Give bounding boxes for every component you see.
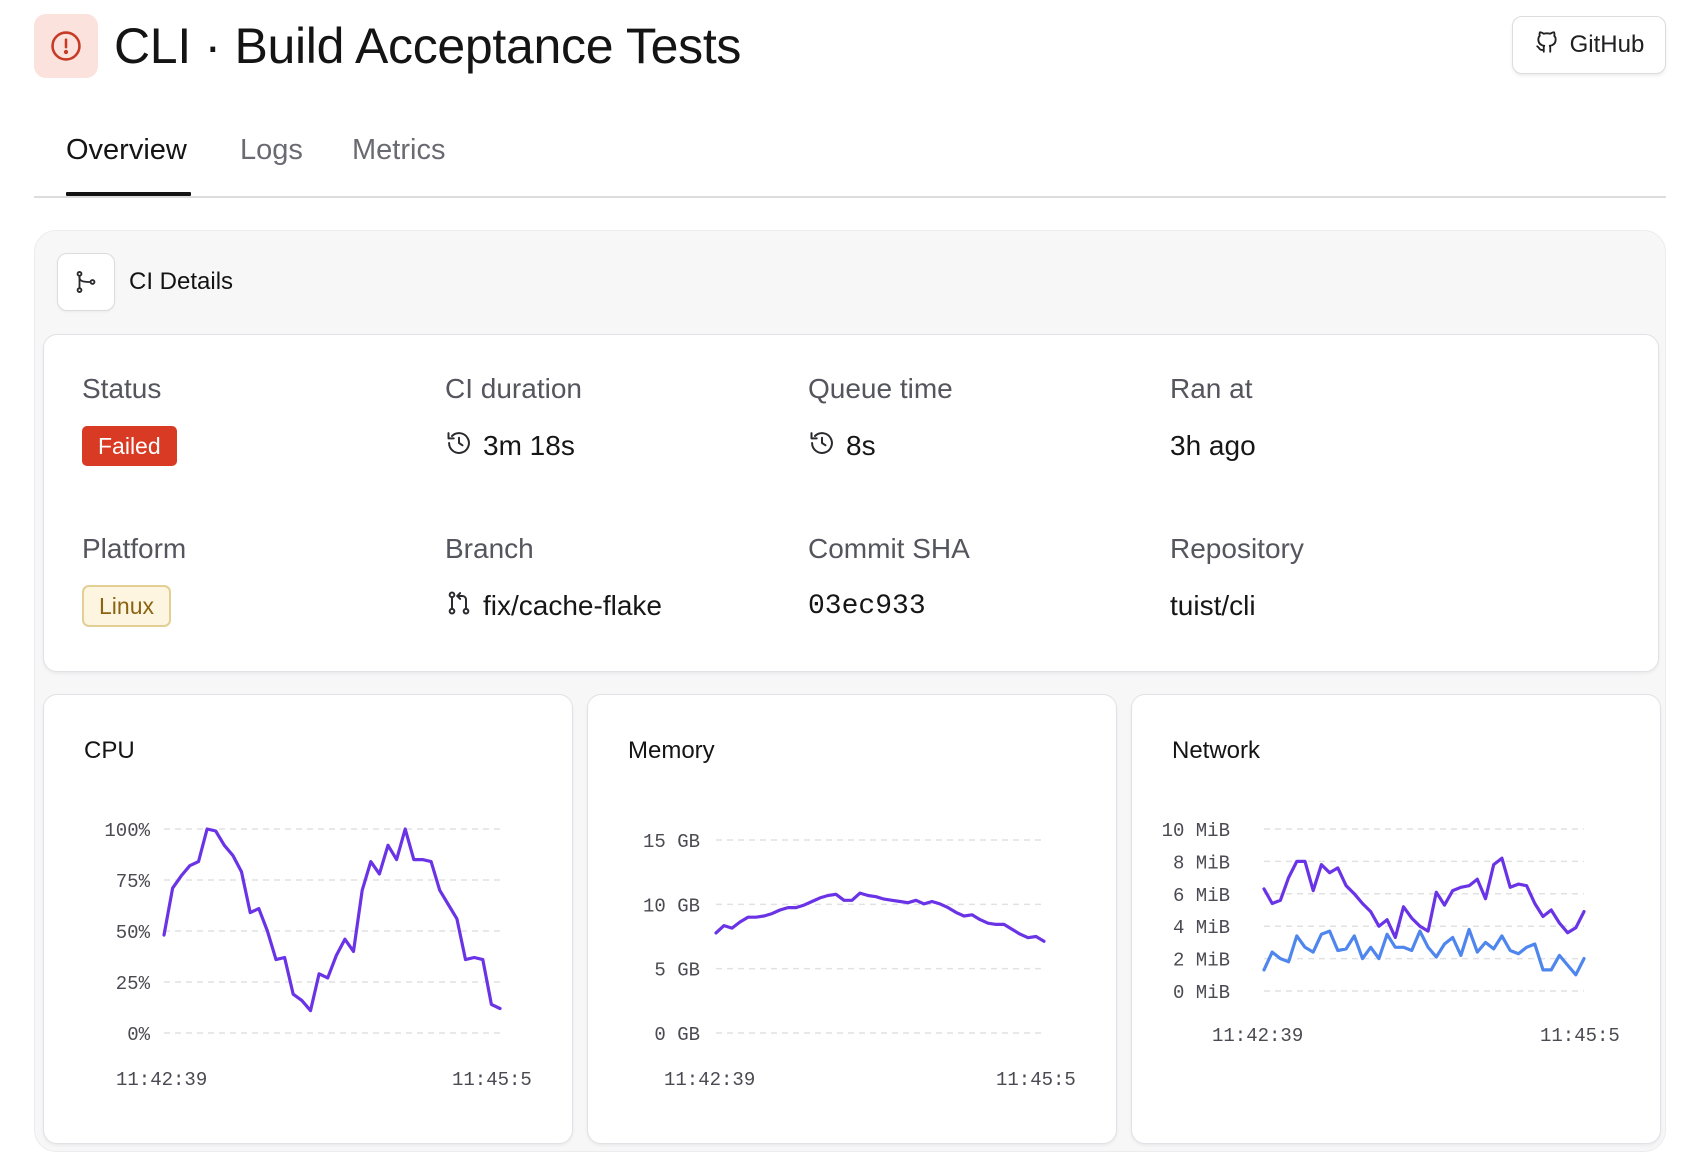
branch-value[interactable]: fix/cache-flake	[483, 590, 662, 621]
github-button[interactable]: GitHub	[1512, 16, 1666, 74]
branch-label: Branch	[445, 533, 534, 564]
ci-duration-cell: CI duration 3m 18s	[445, 373, 825, 465]
tab-metrics[interactable]: Metrics	[352, 134, 446, 166]
status-label: Status	[82, 373, 162, 404]
repository-label: Repository	[1170, 533, 1304, 564]
queue-time-cell: Queue time 8s	[808, 373, 1188, 465]
memory-chart-card: Memory 15 GB 10 GB 5 GB 0 GB 11:42:39 11:45:5	[587, 694, 1117, 1144]
queue-time-label: Queue time	[808, 373, 953, 404]
github-button-label: GitHub	[1569, 31, 1645, 58]
memory-chart-title: Memory	[628, 737, 715, 764]
history-icon	[808, 429, 836, 464]
tab-logs[interactable]: Logs	[240, 134, 303, 166]
network-chart-card: Network 10 MiB 8 MiB 6 MiB 4 MiB 2 MiB 0 MiB 1…	[1131, 694, 1661, 1144]
memory-y-tick-label: 10 GB	[643, 895, 700, 917]
memory-x-tick-label: 11:45:5	[996, 1069, 1076, 1091]
commit-sha-cell: Commit SHA 03ec933	[808, 533, 1188, 625]
page-header: CLI · Build Acceptance Tests GitHub	[34, 14, 1666, 78]
ci-details-title: CI Details	[129, 268, 234, 295]
platform-badge: Linux	[82, 585, 171, 627]
status-cell: Status Failed	[82, 373, 462, 466]
network-y-tick-label: 0 MiB	[1173, 982, 1230, 1004]
network-chart: 10 MiB 8 MiB 6 MiB 4 MiB 2 MiB 0 MiB 11:42:39 1…	[1162, 820, 1620, 1047]
network-x-tick-label: 11:45:5	[1540, 1025, 1620, 1047]
active-tab-indicator	[66, 192, 191, 196]
ci-details-header: CI Details	[57, 253, 233, 311]
alert-circle-icon	[34, 14, 98, 78]
repository-value[interactable]: tuist/cli	[1170, 590, 1256, 621]
platform-label: Platform	[82, 533, 187, 564]
network-y-tick-label: 4 MiB	[1173, 917, 1230, 939]
ci-duration-value: 3m 18s	[483, 430, 575, 461]
ci-details-section: CI Details Status Failed CI duration 3m …	[34, 230, 1666, 1152]
network-y-tick-label: 6 MiB	[1173, 885, 1230, 907]
cpu-y-tick-label: 0%	[127, 1024, 150, 1046]
tab-bar: Overview Logs Metrics	[34, 122, 1666, 198]
commit-sha-label: Commit SHA	[808, 533, 970, 564]
memory-x-tick-label: 11:42:39	[664, 1069, 755, 1091]
status-badge: Failed	[82, 426, 177, 466]
network-series-line-1	[1262, 856, 1586, 940]
ran-at-label: Ran at	[1170, 373, 1253, 404]
platform-cell: Platform Linux	[82, 533, 462, 627]
tab-overview[interactable]: Overview	[66, 134, 187, 166]
network-y-tick-label: 8 MiB	[1173, 852, 1230, 874]
network-series-line-2	[1262, 927, 1586, 977]
network-x-tick-label: 11:42:39	[1212, 1025, 1303, 1047]
git-pull-request-icon	[445, 589, 473, 624]
ci-details-card: Status Failed CI duration 3m 18s Queue t…	[43, 334, 1659, 672]
cpu-chart: 100% 75% 50% 25% 0% 11:42:39 11:45:5	[104, 820, 532, 1091]
ran-at-value: 3h ago	[1170, 430, 1256, 461]
cpu-x-tick-label: 11:45:5	[452, 1069, 532, 1091]
memory-chart: 15 GB 10 GB 5 GB 0 GB 11:42:39 11:45:5	[643, 831, 1076, 1091]
cpu-y-tick-label: 50%	[116, 922, 151, 944]
cpu-series-line-1	[162, 827, 502, 1013]
memory-y-tick-label: 15 GB	[643, 831, 700, 853]
history-icon	[445, 429, 473, 464]
cpu-y-tick-label: 100%	[104, 820, 150, 842]
git-branch-icon	[57, 253, 115, 311]
branch-cell: Branch fix/cache-flake	[445, 533, 825, 625]
network-chart-title: Network	[1172, 737, 1261, 764]
network-y-tick-label: 2 MiB	[1173, 950, 1230, 972]
page-title: CLI · Build Acceptance Tests	[114, 18, 742, 74]
github-icon	[1534, 29, 1560, 62]
queue-time-value: 8s	[846, 430, 876, 461]
cpu-y-tick-label: 75%	[116, 871, 151, 893]
cpu-x-tick-label: 11:42:39	[116, 1069, 207, 1091]
ci-duration-label: CI duration	[445, 373, 582, 404]
repository-cell: Repository tuist/cli	[1170, 533, 1550, 625]
cpu-y-tick-label: 25%	[116, 973, 151, 995]
memory-y-tick-label: 0 GB	[654, 1024, 700, 1046]
cpu-chart-card: CPU 100% 75% 50% 25% 0% 11:42:39 11:45:5	[43, 694, 573, 1144]
commit-sha-value[interactable]: 03ec933	[808, 590, 926, 622]
memory-series-line-1	[714, 891, 1046, 943]
ran-at-cell: Ran at 3h ago	[1170, 373, 1550, 465]
memory-y-tick-label: 5 GB	[654, 960, 700, 982]
network-y-tick-label: 10 MiB	[1162, 820, 1230, 842]
cpu-chart-title: CPU	[84, 737, 135, 764]
